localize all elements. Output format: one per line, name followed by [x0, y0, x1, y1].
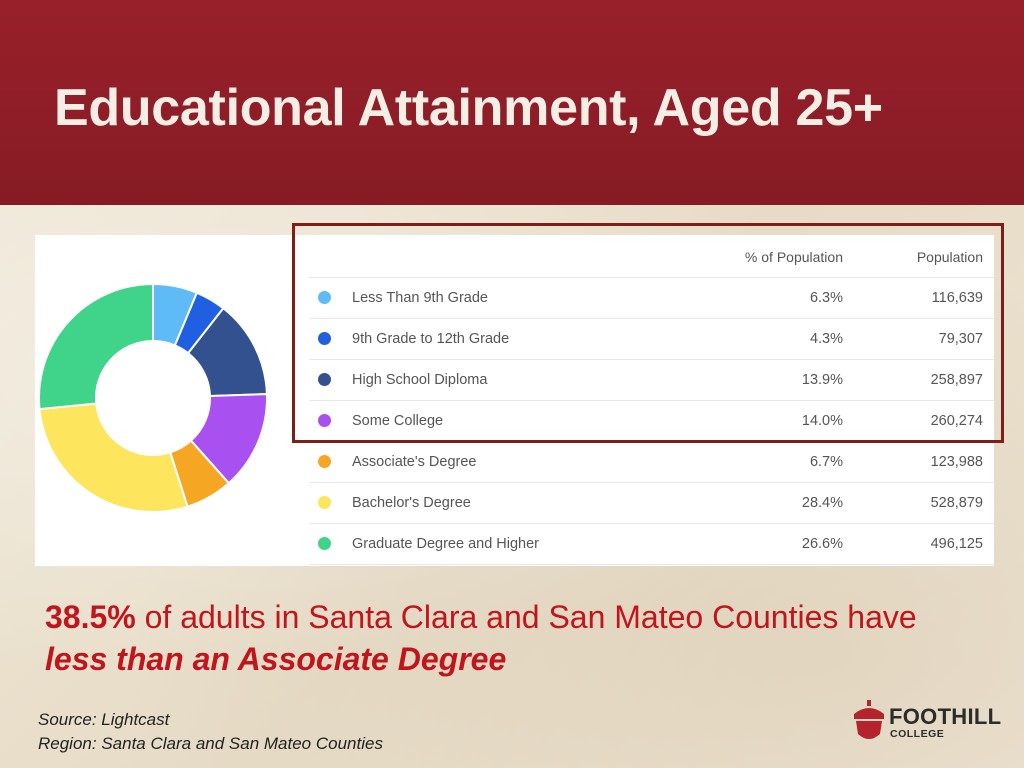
donut-slice	[38, 282, 154, 411]
table-row: 9th Grade to 12th Grade 4.3% 79,307	[309, 318, 994, 360]
legend-swatch	[318, 414, 331, 427]
column-header-percent: % of Population	[744, 249, 843, 265]
population-value: 496,125	[930, 536, 983, 552]
callout-percent: 38.5%	[45, 599, 136, 635]
percent-value: 14.0%	[801, 413, 843, 429]
legend-swatch	[318, 537, 331, 550]
table-row: Less Than 9th Grade 6.3% 116,639	[309, 277, 994, 319]
donut-chart	[38, 282, 268, 513]
population-value: 260,274	[930, 413, 983, 429]
legend-swatch	[318, 373, 331, 386]
callout-emphasis: less than an Associate Degree	[45, 641, 507, 677]
highlight-box	[292, 223, 1004, 443]
category-label: Less Than 9th Grade	[352, 290, 488, 306]
legend-swatch	[318, 332, 331, 345]
donut-slice	[38, 402, 189, 513]
population-value: 116,639	[931, 290, 983, 306]
table-row: Associate's Degree 6.7% 123,988	[309, 441, 994, 483]
percent-value: 6.3%	[809, 290, 843, 306]
population-value: 79,307	[938, 331, 983, 347]
table-header: % of Population Population	[309, 235, 994, 278]
legend-swatch	[318, 455, 331, 468]
population-value: 258,897	[930, 372, 983, 388]
category-label: Bachelor's Degree	[352, 495, 471, 511]
category-label: 9th Grade to 12th Grade	[352, 331, 510, 347]
region-line: Region: Santa Clara and San Mateo Counti…	[38, 734, 383, 753]
callout: 38.5% of adults in Santa Clara and San M…	[45, 596, 995, 680]
percent-value: 26.6%	[801, 536, 843, 552]
table-row: Graduate Degree and Higher 26.6% 496,125	[309, 523, 994, 565]
percent-value: 4.3%	[809, 331, 843, 347]
category-label: Graduate Degree and Higher	[352, 536, 540, 552]
slide-title: Educational Attainment, Aged 25+	[54, 79, 883, 137]
table-row: High School Diploma 13.9% 258,897	[309, 359, 994, 401]
column-header-population: Population	[916, 249, 983, 265]
title-banner: Educational Attainment, Aged 25+	[0, 0, 1024, 205]
foothill-logo: FOOTHILL COLLEGE	[852, 700, 1002, 744]
callout-text: of adults in Santa Clara and San Mateo C…	[135, 599, 917, 635]
source-line: Source: Lightcast	[38, 710, 170, 729]
category-label: High School Diploma	[352, 372, 488, 388]
population-value: 123,988	[930, 454, 983, 470]
population-value: 528,879	[930, 495, 983, 511]
acorn-icon	[854, 700, 884, 739]
percent-value: 13.9%	[801, 372, 843, 388]
table-row: Bachelor's Degree 28.4% 528,879	[309, 482, 994, 524]
category-label: Associate's Degree	[352, 454, 477, 470]
chart-panel: % of Population Population Less Than 9th…	[35, 235, 994, 566]
percent-value: 28.4%	[801, 495, 843, 511]
percent-value: 6.7%	[809, 454, 843, 470]
logo-name: FOOTHILL	[889, 704, 1002, 729]
category-label: Some College	[352, 413, 444, 429]
logo-subtitle: COLLEGE	[890, 728, 945, 740]
legend-swatch	[318, 291, 331, 304]
source-note: Source: Lightcast Region: Santa Clara an…	[38, 708, 383, 756]
legend-swatch	[318, 496, 331, 509]
